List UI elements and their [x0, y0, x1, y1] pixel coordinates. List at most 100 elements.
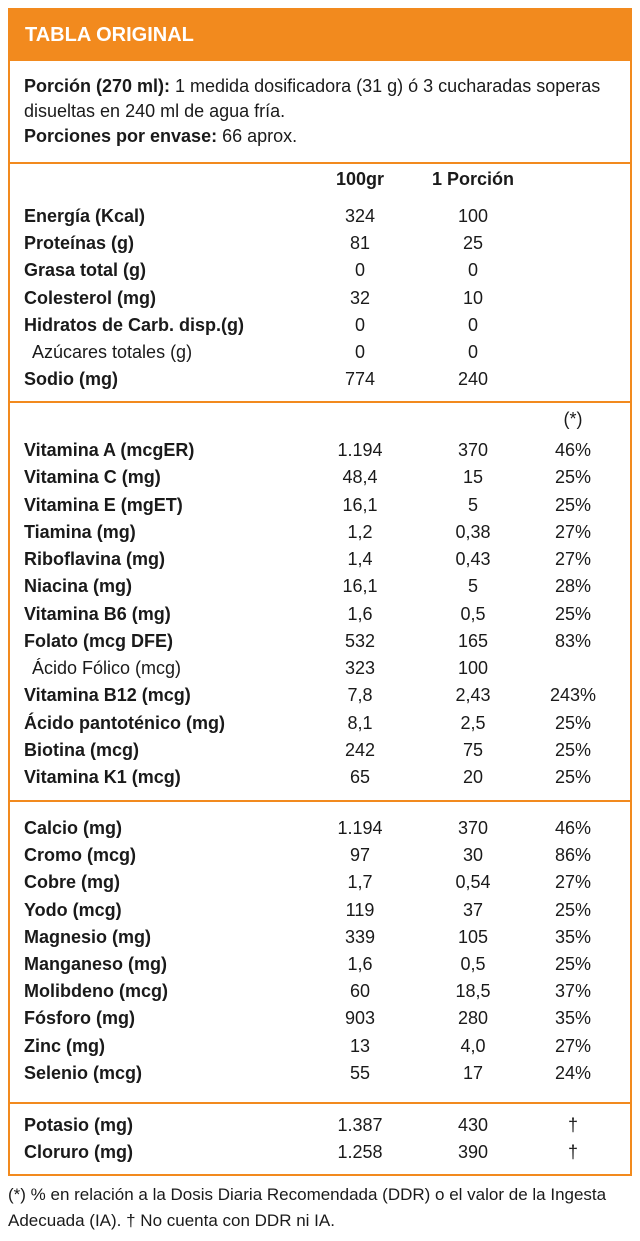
value-per-portion: 0,54	[455, 872, 491, 893]
nutrient-name: Fósforo (mg)	[24, 1008, 135, 1029]
value-per-portion: 0	[467, 260, 478, 281]
table-row: Yodo (mcg) 119 37 25%	[10, 897, 630, 924]
servings-line: Porciones por envase: 66 aprox.	[24, 124, 624, 149]
value-ddr-percent: 86%	[554, 845, 592, 866]
value-ddr-percent: 35%	[554, 926, 592, 947]
footnote: (*) % en relación a la Dosis Diaria Reco…	[8, 1185, 607, 1230]
nutrient-name: Vitamina E (mgET)	[24, 494, 183, 515]
table-row: Manganeso (mg) 1,6 0,5 25%	[10, 951, 630, 978]
nutrient-name: Niacina (mg)	[24, 576, 133, 597]
value-ddr-percent: 25%	[554, 467, 592, 488]
nutrient-name: Potasio (mg)	[24, 1115, 134, 1135]
servings-label: Porciones por envase:	[24, 126, 218, 146]
table-row: Energía (Kcal) 324 100	[10, 203, 630, 230]
value-per-100g: 242	[344, 739, 376, 760]
table-row: Vitamina A (mcgER) 1.194 370 46%	[10, 437, 630, 464]
value-per-100g: 16,1	[342, 494, 378, 515]
nutrient-name: Cobre (mg)	[24, 872, 120, 893]
nutrient-name: Zinc (mg)	[24, 1035, 105, 1056]
nutrient-name: Molibdeno (mcg)	[24, 981, 168, 1002]
table-row: Vitamina E (mgET) 16,1 5 25%	[10, 492, 630, 519]
value-per-portion: 0,5	[460, 603, 486, 624]
value-ddr-percent: 25%	[554, 954, 592, 974]
value-per-100g: 324	[344, 206, 376, 226]
table-row: Calcio (mg) 1.194 370 46%	[10, 815, 630, 842]
nutrient-name: Yodo (mcg)	[24, 899, 122, 920]
ddr-column-mark: (*)	[563, 409, 583, 429]
nutrient-name: Energía (Kcal)	[24, 206, 146, 226]
value-per-portion: 37	[462, 899, 484, 920]
table-row: Potasio (mg) 1.387 430 †	[10, 1112, 630, 1139]
table-title: TABLA ORIGINAL	[10, 10, 630, 61]
nutrient-name: Vitamina C (mg)	[24, 467, 161, 488]
value-ddr-percent: 28%	[554, 576, 592, 597]
table-row: Biotina (mcg) 242 75 25%	[10, 737, 630, 764]
value-per-portion: 390	[457, 1142, 489, 1162]
value-per-portion: 165	[457, 630, 489, 651]
value-per-100g: 60	[349, 981, 371, 1002]
servings-text: 66 aprox.	[217, 126, 298, 146]
value-per-portion: 5	[467, 576, 478, 597]
table-row: Ácido pantoténico (mg) 8,1 2,5 25%	[10, 710, 630, 737]
value-per-100g: 119	[345, 899, 375, 920]
nutrient-name: Manganeso (mg)	[24, 954, 168, 974]
table-row: Selenio (mcg) 55 17 24%	[10, 1060, 630, 1087]
value-per-portion: 100	[457, 206, 489, 226]
portion-text: 1 medida dosificadora (31 g) ó 3 cuchara…	[24, 76, 601, 121]
value-ddr-percent: 37%	[554, 981, 592, 1002]
nutrient-name: Colesterol (mg)	[24, 287, 157, 308]
table-row: Fósforo (mg) 903 280 35%	[10, 1005, 630, 1032]
table-row: Cromo (mcg) 97 30 86%	[10, 842, 630, 869]
value-per-portion: 280	[457, 1008, 489, 1029]
value-ddr-percent: 27%	[554, 549, 592, 569]
table-row: Vitamina K1 (mcg) 65 20 25%	[10, 764, 630, 791]
value-per-100g: 1,6	[347, 603, 373, 624]
nutrient-name: Ácido pantoténico (mg)	[24, 712, 225, 733]
value-ddr-percent: 25%	[554, 494, 592, 515]
value-per-portion: 20	[462, 767, 484, 787]
portion-info: Porción (270 ml): 1 medida dosificadora …	[24, 74, 624, 149]
value-per-100g: 0	[354, 314, 365, 335]
nutrient-name: Vitamina B12 (mcg)	[24, 685, 191, 706]
value-per-100g: 55	[349, 1062, 371, 1083]
value-per-100g: 1,2	[347, 521, 373, 542]
value-per-portion: 370	[457, 440, 489, 460]
value-per-portion: 430	[457, 1115, 489, 1135]
value-ddr-percent: 25%	[554, 899, 592, 920]
value-ddr-percent: 35%	[554, 1008, 592, 1029]
nutrient-name: Tiamina (mg)	[24, 521, 136, 542]
value-per-100g: 1.194	[337, 818, 383, 838]
table-row: Colesterol (mg) 32 10	[10, 285, 630, 312]
nutrient-name: Vitamina B6 (mg)	[24, 603, 171, 624]
value-per-100g: 1,4	[347, 549, 373, 569]
nutrient-name: Cromo (mcg)	[24, 845, 136, 866]
value-ddr-percent: 24%	[554, 1062, 592, 1083]
value-per-portion: 100	[457, 658, 489, 678]
value-ddr-percent: 25%	[554, 767, 592, 787]
table-row: Cobre (mg) 1,7 0,54 27%	[10, 869, 630, 896]
table-row: Riboflavina (mg) 1,4 0,43 27%	[10, 546, 630, 573]
ddr-header-row: (*)	[10, 406, 630, 433]
value-per-portion: 0	[467, 342, 478, 362]
value-per-100g: 13	[349, 1035, 371, 1056]
value-per-100g: 774	[344, 369, 376, 390]
value-per-portion: 0,43	[455, 549, 491, 569]
value-per-100g: 1.387	[337, 1115, 383, 1135]
value-per-portion: 30	[462, 845, 484, 866]
table-row: Grasa total (g) 0 0	[10, 257, 630, 284]
value-per-portion: 25	[462, 233, 484, 254]
table-row: Folato (mcg DFE) 532 165 83%	[10, 628, 630, 655]
table-row: Azúcares totales (g) 0 0	[10, 339, 630, 366]
value-per-100g: 1,7	[347, 872, 373, 893]
value-per-100g: 1.194	[337, 440, 383, 460]
column-headers: 100gr 1 Porción	[10, 166, 630, 193]
value-per-100g: 32	[349, 287, 371, 308]
value-per-100g: 16,1	[342, 576, 378, 597]
portion-line: Porción (270 ml): 1 medida dosificadora …	[24, 74, 624, 124]
value-ddr-percent: 25%	[554, 712, 592, 733]
nutrient-name: Vitamina A (mcgER)	[24, 440, 195, 460]
value-per-portion: 17	[462, 1062, 484, 1083]
column-header-100gr: 100gr	[335, 169, 385, 189]
nutrient-name: Ácido Fólico (mcg)	[32, 658, 182, 678]
value-per-portion: 2,5	[460, 712, 486, 733]
